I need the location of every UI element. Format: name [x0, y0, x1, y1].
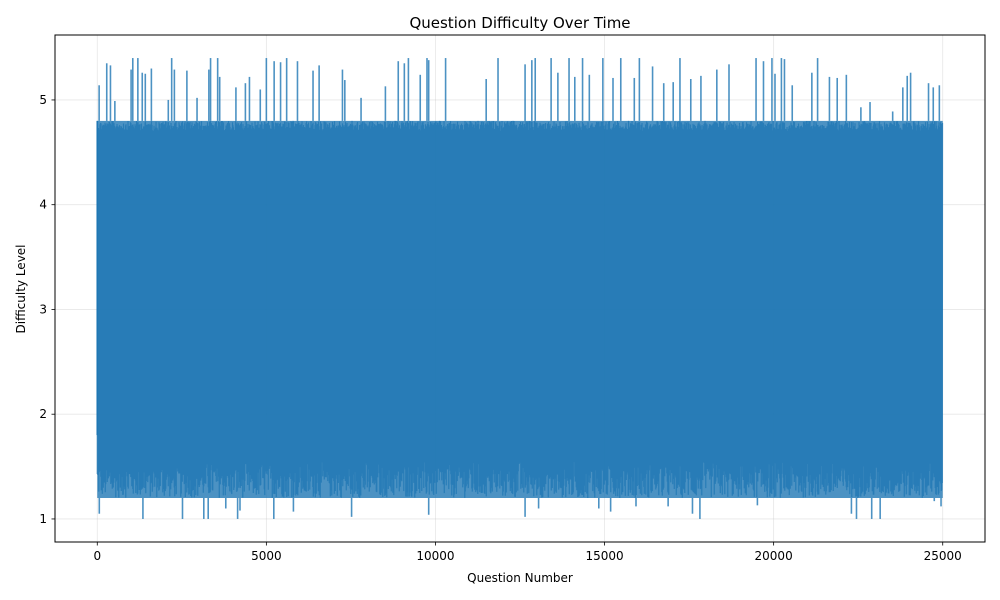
x-tick-label: 15000: [585, 549, 623, 563]
x-tick-label: 5000: [251, 549, 282, 563]
series-band-fill: [97, 120, 943, 499]
x-tick-label: 0: [93, 549, 101, 563]
x-tick-label: 25000: [924, 549, 962, 563]
y-tick-label: 3: [39, 302, 47, 316]
y-tick-label: 5: [39, 93, 47, 107]
x-tick-label: 20000: [755, 549, 793, 563]
x-axis: 0 5000 10000 15000 20000 25000: [93, 542, 962, 563]
x-axis-label: Question Number: [467, 571, 573, 585]
plot-frame: [54, 34, 986, 543]
y-axis-label: Difficulty Level: [14, 244, 28, 333]
y-tick-label: 2: [39, 407, 47, 421]
series-line: [96, 58, 944, 519]
x-tick-label: 10000: [416, 549, 454, 563]
y-tick-label: 1: [39, 512, 47, 526]
chart-title: Question Difficulty Over Time: [409, 14, 630, 32]
y-tick-label: 4: [39, 198, 47, 212]
y-axis: 1 2 3 4 5: [39, 93, 55, 526]
